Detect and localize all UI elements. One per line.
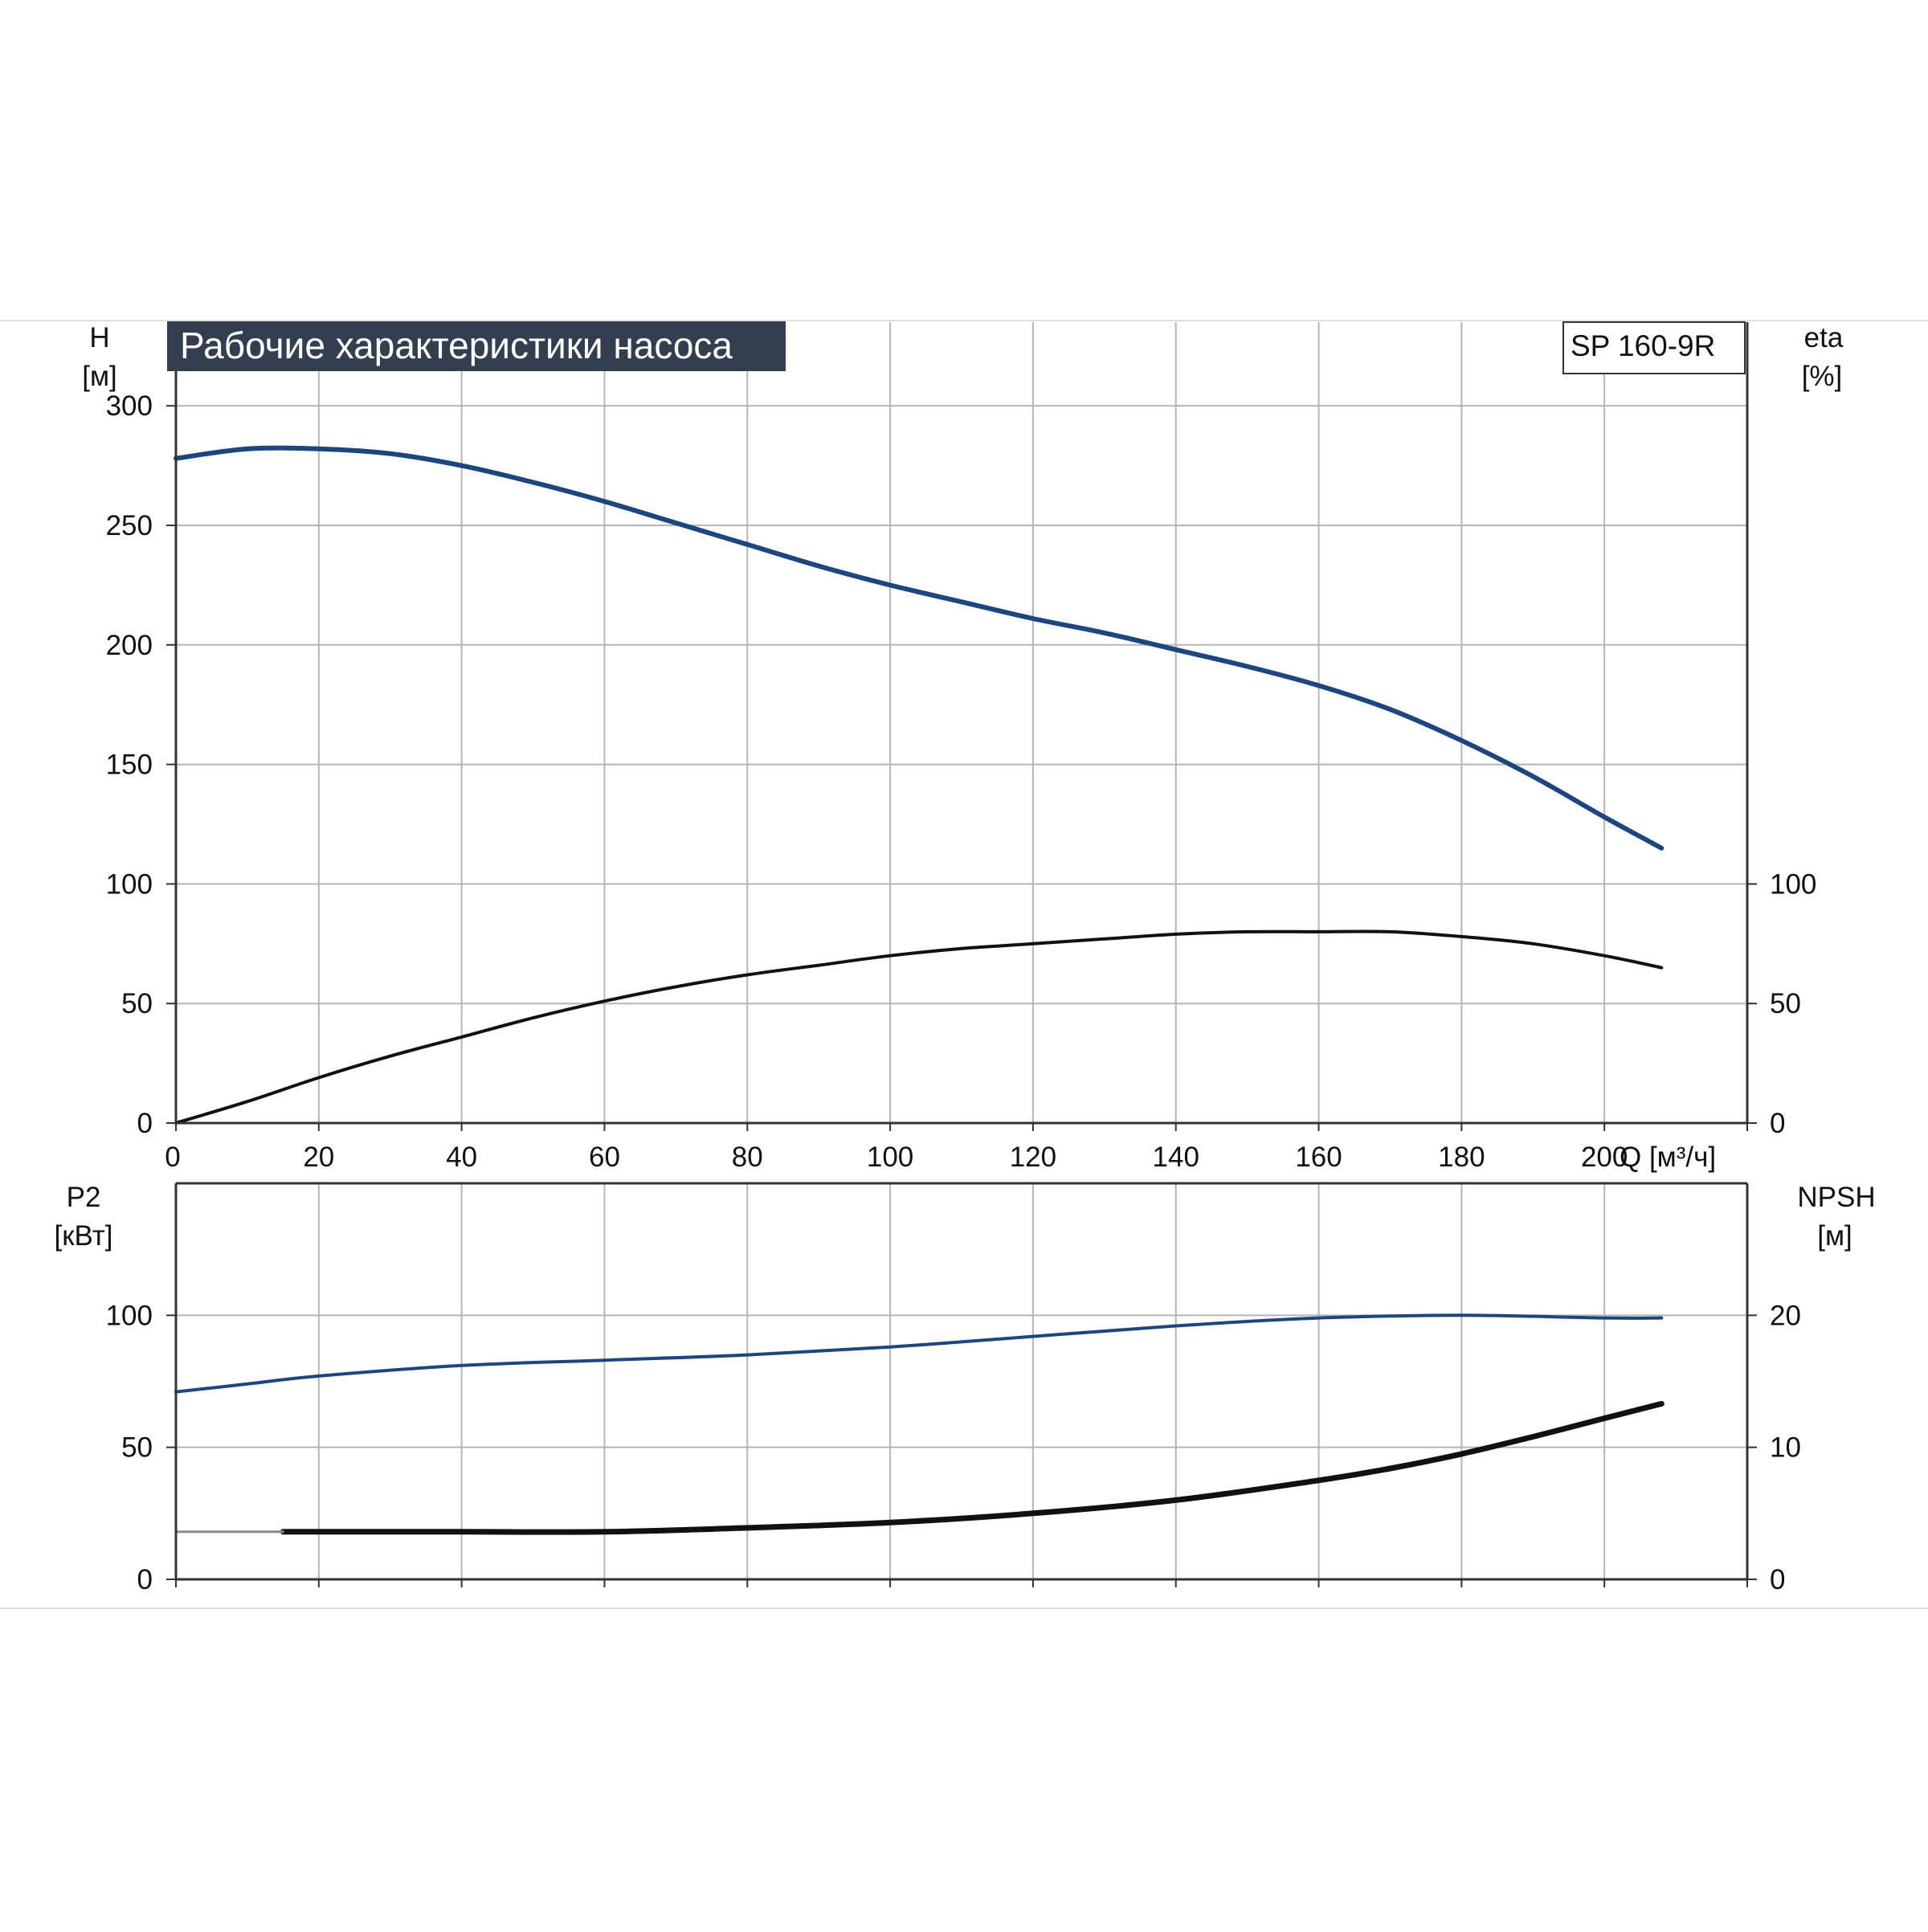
- x-tick-label: 20: [303, 1142, 334, 1173]
- y-right-tick-label: 100: [1770, 868, 1816, 900]
- y-right-unit-top: [%]: [1802, 361, 1843, 392]
- power-curve: [174, 1313, 1664, 1394]
- y-left-tick-label: 50: [121, 1432, 153, 1464]
- axes-layer: [166, 322, 1757, 1587]
- y-right-tick-label: 0: [1770, 1564, 1785, 1595]
- head-curve: [174, 445, 1665, 851]
- x-axis-label: Q [м³/ч]: [1620, 1142, 1716, 1173]
- npsh-curve: [280, 1400, 1665, 1535]
- top-panel-grid: [176, 322, 1748, 1123]
- y-left-label-bottom: P2: [67, 1182, 101, 1213]
- x-tick-label: 180: [1438, 1142, 1485, 1173]
- y-left-label-top: H: [89, 322, 109, 353]
- chart-title-background: [167, 321, 786, 371]
- x-tick-label: 120: [1010, 1142, 1056, 1173]
- y-right-label-top: eta: [1804, 322, 1844, 353]
- y-left-tick-label: 50: [121, 988, 153, 1019]
- y-left-tick-label: 0: [137, 1564, 153, 1595]
- y-left-tick-label: 0: [137, 1108, 153, 1139]
- y-right-tick-label: 10: [1770, 1432, 1801, 1464]
- y-right-label-bottom: NPSH: [1797, 1182, 1875, 1213]
- y-right-unit-bottom: [м]: [1817, 1220, 1852, 1252]
- y-left-tick-label: 150: [106, 750, 153, 781]
- x-tick-label: 40: [446, 1142, 477, 1173]
- y-left-tick-label: 200: [106, 630, 153, 661]
- y-left-unit-top: [м]: [82, 361, 117, 392]
- x-tick-label: 160: [1295, 1142, 1342, 1173]
- y-left-tick-label: 100: [106, 868, 153, 900]
- chart-title: Рабочие характеристики насоса: [180, 325, 733, 366]
- model-box: [1562, 321, 1746, 374]
- x-tick-label: 60: [589, 1142, 620, 1173]
- model-label: SP 160-9R: [1571, 329, 1715, 362]
- x-tick-label: 140: [1153, 1142, 1199, 1173]
- y-left-tick-label: 250: [106, 510, 153, 541]
- x-tick-label: 0: [165, 1142, 180, 1173]
- x-tick-label: 80: [732, 1142, 763, 1173]
- y-right-tick-label: 20: [1770, 1300, 1801, 1331]
- x-tick-label: 200: [1581, 1142, 1628, 1173]
- y-right-tick-label: 50: [1770, 988, 1801, 1019]
- y-left-unit-bottom: [кВт]: [55, 1220, 113, 1252]
- y-left-tick-label: 100: [106, 1300, 153, 1331]
- series-layer: [174, 445, 1665, 1535]
- efficiency-curve: [174, 929, 1664, 1125]
- x-tick-label: 100: [867, 1142, 913, 1173]
- y-right-tick-label: 0: [1770, 1108, 1785, 1139]
- y-left-tick-label: 300: [106, 390, 153, 422]
